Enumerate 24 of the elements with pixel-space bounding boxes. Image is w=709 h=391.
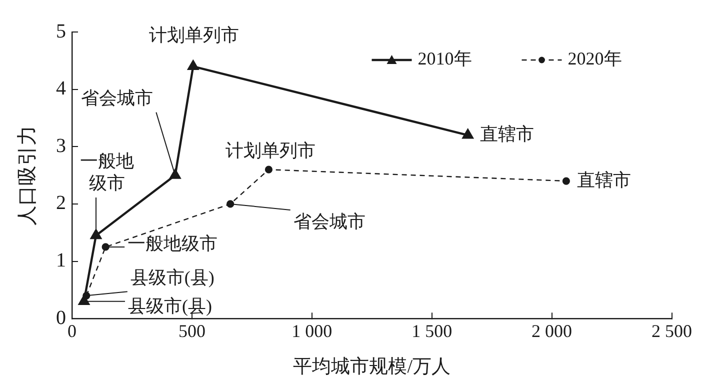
annotation: 计划单列市 xyxy=(226,140,316,160)
y-tick-label: 2 xyxy=(56,192,66,214)
x-tick-label: 2 000 xyxy=(532,321,572,342)
legend-label: 2020年 xyxy=(568,48,622,69)
y-tick-label: 5 xyxy=(56,20,66,42)
y-axis-title: 人口吸引力 xyxy=(16,125,38,226)
x-axis-title: 平均城市规模/万人 xyxy=(293,356,451,378)
x-tick-label: 2 500 xyxy=(652,321,692,342)
annotation: 一般地级市 xyxy=(80,151,134,194)
y-tick-label: 1 xyxy=(56,250,66,272)
x-tick-label: 500 xyxy=(178,321,206,342)
x-tick-label: 1 000 xyxy=(292,321,332,342)
y-tick-label: 4 xyxy=(56,78,66,100)
annotation: 直辖市 xyxy=(577,170,632,190)
legend-label: 2010年 xyxy=(418,48,472,69)
annotation: 省会城市 xyxy=(293,212,366,232)
annotation: 一般地级市 xyxy=(128,234,218,254)
annotation: 县级市(县) xyxy=(128,296,212,316)
x-tick-label: 1 500 xyxy=(412,321,452,342)
annotation: 直辖市 xyxy=(480,124,534,144)
y-tick-label: 3 xyxy=(56,134,66,157)
annotation: 县级市(县) xyxy=(130,267,214,288)
annotation: 计划单列市 xyxy=(149,25,240,46)
annotation: 省会城市 xyxy=(81,88,154,108)
